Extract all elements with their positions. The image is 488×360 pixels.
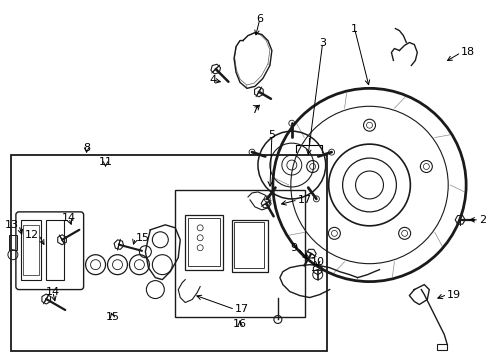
Bar xyxy=(23,225,39,275)
Text: 15: 15 xyxy=(105,312,119,323)
Text: 13: 13 xyxy=(5,220,19,230)
Text: 5: 5 xyxy=(268,130,275,140)
Text: 8: 8 xyxy=(83,143,90,153)
Bar xyxy=(188,218,220,266)
Text: 19: 19 xyxy=(447,289,460,300)
Text: 18: 18 xyxy=(460,48,474,58)
Text: 6: 6 xyxy=(256,14,263,24)
Text: 16: 16 xyxy=(233,319,246,329)
Bar xyxy=(234,222,264,268)
Bar xyxy=(9,235,17,250)
Bar xyxy=(436,345,447,350)
Bar xyxy=(21,220,41,280)
Text: 1: 1 xyxy=(350,24,357,33)
Text: 17: 17 xyxy=(297,195,311,205)
Text: 17: 17 xyxy=(235,305,249,315)
Bar xyxy=(185,215,223,270)
Text: 14: 14 xyxy=(45,287,60,297)
Text: 2: 2 xyxy=(478,215,485,225)
Text: 11: 11 xyxy=(99,157,112,167)
Text: 12: 12 xyxy=(24,230,39,240)
Text: 9: 9 xyxy=(290,243,297,253)
Text: 10: 10 xyxy=(310,257,324,267)
Text: 7: 7 xyxy=(251,105,258,115)
Bar xyxy=(11,155,326,351)
Text: 14: 14 xyxy=(61,213,76,223)
Text: 15: 15 xyxy=(135,233,149,243)
Text: 4: 4 xyxy=(209,75,216,85)
Text: 3: 3 xyxy=(319,37,325,48)
Bar xyxy=(175,190,304,318)
Bar xyxy=(46,220,63,280)
Bar xyxy=(232,220,267,272)
